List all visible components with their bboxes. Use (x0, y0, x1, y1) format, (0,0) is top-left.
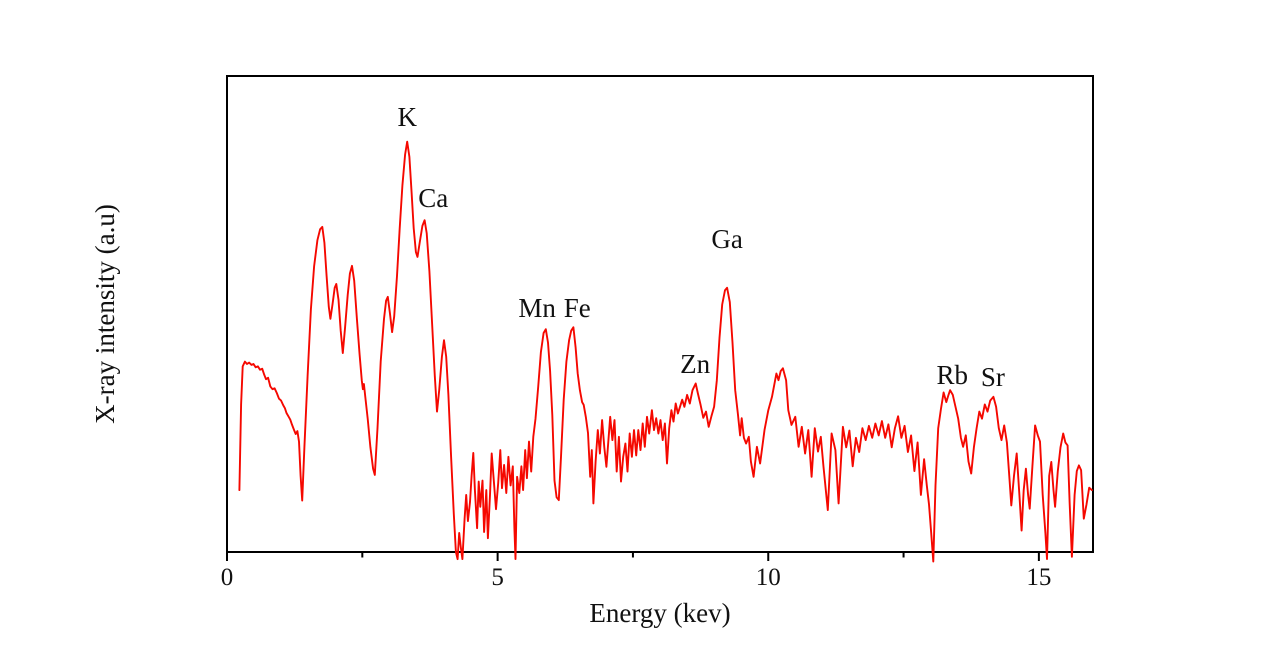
spectrum-trace (238, 140, 1093, 563)
peak-label-mn: Mn (518, 293, 556, 323)
x-tick-label: 5 (491, 564, 504, 591)
x-axis-ticks (226, 552, 1040, 561)
peak-annotations: K Ca Mn Fe Zn Ga Rb Sr (397, 102, 1004, 392)
peak-label-sr: Sr (981, 362, 1005, 392)
x-axis-tick-labels: 0 5 10 15 (221, 564, 1052, 591)
x-tick-label: 0 (221, 564, 234, 591)
peak-label-ca: Ca (418, 183, 448, 213)
x-axis-title: Energy (kev) (589, 598, 730, 628)
peak-label-ga: Ga (711, 224, 742, 254)
x-tick-label: 10 (756, 564, 781, 591)
peak-label-rb: Rb (937, 360, 969, 390)
x-tick-label: 15 (1026, 564, 1051, 591)
y-axis-title: X-ray intensity (a.u) (90, 204, 120, 424)
peak-label-fe: Fe (564, 293, 591, 323)
plot-border (226, 75, 1094, 553)
peak-label-zn: Zn (680, 349, 710, 379)
peak-label-k: K (397, 102, 417, 132)
